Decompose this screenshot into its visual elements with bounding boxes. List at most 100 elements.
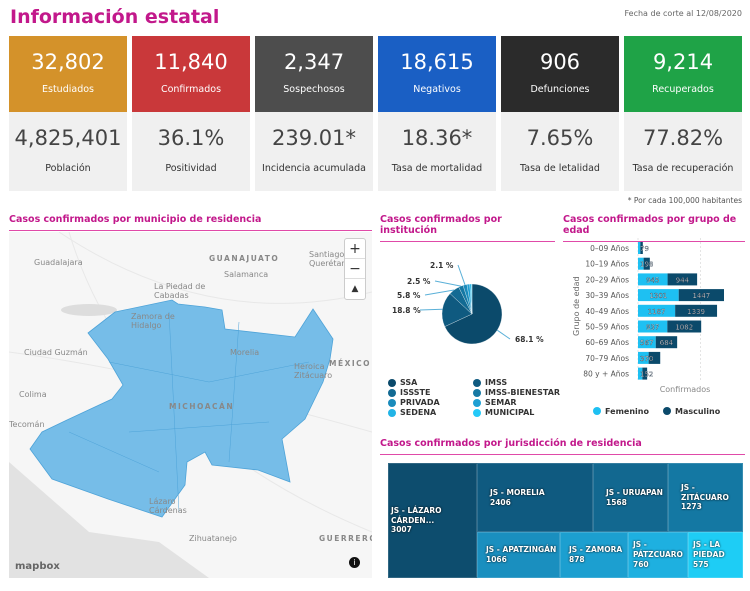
info-icon[interactable]: i (349, 557, 360, 568)
legend-item[interactable]: IMSS (473, 378, 507, 387)
stat-sub: 36.1% Positividad (132, 112, 250, 191)
bar-femenino[interactable] (638, 351, 649, 364)
legend-item[interactable]: PRIVADA (388, 398, 440, 407)
x-axis-label: Confirmados (660, 385, 711, 394)
treemap-cell[interactable]: JS - APATZINGÁN 1066 (477, 532, 560, 578)
treemap-label: JS - APATZINGÁN (486, 545, 557, 555)
age-category-label: 30–39 Años (585, 291, 629, 300)
bar-value-label: 937 (646, 324, 659, 332)
zoom-out-button[interactable]: − (345, 259, 365, 279)
bar-femenino[interactable] (638, 257, 644, 270)
legend-dot-icon (388, 378, 396, 387)
bar-masculino[interactable] (678, 289, 724, 302)
stat-value: 906 (539, 50, 581, 74)
stat-value: 11,840 (154, 50, 228, 74)
bar-masculino[interactable] (648, 351, 661, 364)
zoom-in-button[interactable]: + (345, 239, 365, 259)
stat-sub: 239.01* Incidencia acumulada (255, 112, 373, 191)
age-category-label: 60–69 Años (585, 338, 629, 347)
stat-sub: 4,825,401 Población (9, 112, 127, 191)
pie-value-label: 5.8 % (397, 291, 421, 300)
stat-header: 11,840 Confirmados (132, 36, 250, 112)
sub-label: Tasa de recuperación (632, 163, 734, 174)
treemap-label: JS - MORELIA (490, 487, 545, 497)
treemap-cell[interactable]: JS - URUAPAN 1568 (593, 463, 668, 532)
bar-femenino[interactable] (638, 289, 679, 302)
compass-button[interactable]: ▲ (351, 284, 359, 294)
stat-value: 2,347 (283, 50, 345, 74)
bar-masculino[interactable] (655, 336, 678, 349)
bar-femenino[interactable] (638, 304, 676, 317)
treemap-value: 760 (633, 559, 649, 569)
treemap-label: JS - PÁTZCUARO (633, 540, 683, 560)
bar-femenino[interactable] (638, 320, 668, 333)
pie-slice-municipal[interactable] (471, 283, 473, 315)
bar-femenino[interactable] (638, 336, 656, 349)
legend-label: IMSS-BIENESTAR (485, 388, 561, 397)
treemap-label: JS - ZAMORA (569, 545, 623, 555)
bar-value-label: 79 (640, 245, 649, 253)
legend-dot-icon (388, 388, 396, 397)
treemap-cell[interactable]: JS - PÁTZCUARO 760 (628, 532, 688, 578)
bar-masculino[interactable] (640, 242, 643, 254)
legend-dot-icon (388, 408, 396, 417)
legend-label: ISSSTE (400, 388, 431, 397)
treemap-value: 575 (693, 559, 709, 569)
treemap-cell[interactable]: JS - ZITÁCUARO 1273 (668, 463, 743, 532)
legend-item[interactable]: SEMAR (473, 398, 517, 407)
sub-label: Población (45, 163, 91, 174)
legend-dot-icon (473, 388, 481, 397)
pie-title: Casos confirmados por institución (380, 214, 555, 242)
treemap-cell[interactable]: JS - ZAMORA 878 (560, 532, 628, 578)
age-category-label: 80 y + Años (583, 370, 629, 379)
treemap-cell[interactable]: JS - LÁZARO CÁRDEN... 3007 (388, 463, 477, 578)
legend-item[interactable]: IMSS-BIENESTAR (473, 388, 560, 397)
legend-label: SEDENA (400, 408, 437, 417)
legend-label[interactable]: Femenino (605, 407, 649, 416)
bar-femenino[interactable] (638, 367, 643, 380)
stat-card-defunciones: 906 Defunciones 7.65% Tasa de letalidad (501, 36, 619, 191)
legend-item[interactable]: SEDENA (388, 408, 436, 417)
michoacan-shape[interactable] (29, 299, 334, 518)
bar-masculino[interactable] (675, 304, 718, 317)
legend-item[interactable]: SSA (388, 378, 417, 387)
bar-value-label: 1082 (675, 324, 693, 332)
bar-value-label: 944 (676, 276, 690, 284)
bar-femenino[interactable] (638, 242, 641, 254)
stat-header: 32,802 Estudiados (9, 36, 127, 112)
treemap-label: JS - ZITÁCUARO (681, 482, 729, 502)
pie-leader-line (419, 308, 443, 311)
legend-item[interactable]: ISSSTE (388, 388, 430, 397)
bar-masculino[interactable] (643, 257, 650, 270)
legend-item[interactable]: MUNICIPAL (473, 408, 534, 417)
bar-value-label: 370 (640, 355, 653, 363)
sub-value: 4,825,401 (14, 126, 122, 150)
pie-slice-ssa[interactable] (444, 283, 503, 345)
bar-value-label: 1447 (692, 292, 710, 300)
sub-value: 77.82% (642, 126, 724, 150)
treemap-cell[interactable]: JS - LA PIEDAD 575 (688, 532, 743, 578)
map-label: MICHOACÁN (169, 402, 235, 411)
map-label: GUERRERO (319, 534, 372, 543)
bar-femenino[interactable] (638, 273, 668, 286)
stat-value: 9,214 (652, 50, 714, 74)
age-bar-chart: 0–09 Años 79 10–19 Años 198 20–29 Años 945 944… (572, 238, 724, 416)
legend-dot-icon (473, 378, 481, 387)
bar-masculino[interactable] (667, 320, 702, 333)
pie-leader-line (424, 289, 455, 296)
treemap-cell[interactable]: JS - MORELIA 2406 (477, 463, 593, 532)
map-svg (9, 232, 372, 578)
map-label: Heroica Zitácuaro (294, 362, 333, 380)
legend-label[interactable]: Masculino (675, 407, 721, 416)
map-label: MÉXICO (329, 359, 372, 368)
lake-chapala (61, 304, 117, 316)
stat-card-recuperados: 9,214 Recuperados 77.82% Tasa de recuperaci… (624, 36, 742, 191)
bar-masculino[interactable] (667, 273, 698, 286)
footnote: * Por cada 100,000 habitantes (627, 196, 742, 205)
cutoff-date: Fecha de corte al 12/08/2020 (624, 9, 742, 18)
stat-label: Recuperados (652, 84, 714, 95)
age-category-label: 20–29 Años (585, 275, 629, 284)
mapbox-logo[interactable]: mapbox (15, 561, 60, 572)
bar-masculino[interactable] (642, 367, 648, 380)
municipality-map[interactable]: GUANAJUATO Santiago de Querétaro Guadalaja… (9, 232, 372, 578)
